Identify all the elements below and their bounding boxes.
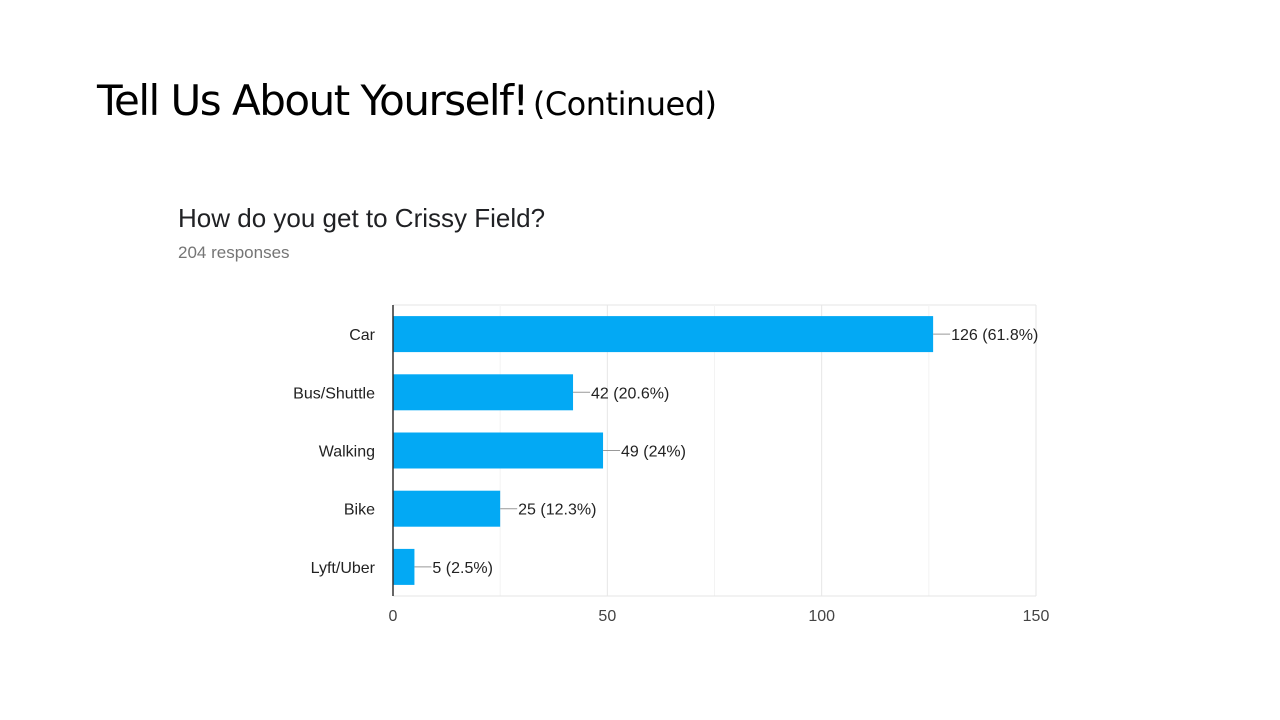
x-tick-label: 150 bbox=[1023, 608, 1050, 625]
bar bbox=[393, 490, 501, 527]
x-tick-label: 0 bbox=[389, 608, 398, 625]
data-label: 25 (12.3%) bbox=[518, 502, 596, 519]
data-label: 42 (20.6%) bbox=[591, 385, 669, 402]
category-label: Lyft/Uber bbox=[311, 560, 376, 577]
category-label: Car bbox=[349, 327, 375, 344]
x-tick-label: 50 bbox=[598, 608, 616, 625]
data-label: 5 (2.5%) bbox=[432, 560, 492, 577]
bar bbox=[393, 432, 604, 469]
x-tick-label: 100 bbox=[808, 608, 835, 625]
category-label: Walking bbox=[319, 444, 375, 461]
category-label: Bus/Shuttle bbox=[293, 385, 375, 402]
data-label: 126 (61.8%) bbox=[951, 327, 1038, 344]
bar bbox=[393, 374, 574, 411]
category-label: Bike bbox=[344, 502, 375, 519]
data-label: 49 (24%) bbox=[621, 444, 686, 461]
bar bbox=[393, 548, 415, 585]
question-title: How do you get to Crissy Field? bbox=[178, 203, 546, 233]
bar bbox=[393, 316, 934, 353]
slide-title-sub: (Continued) bbox=[532, 85, 717, 123]
slide-title-main: Tell Us About Yourself! bbox=[97, 76, 529, 125]
response-count: 204 responses bbox=[178, 243, 290, 262]
slide-title: Tell Us About Yourself! (Continued) bbox=[97, 76, 717, 125]
